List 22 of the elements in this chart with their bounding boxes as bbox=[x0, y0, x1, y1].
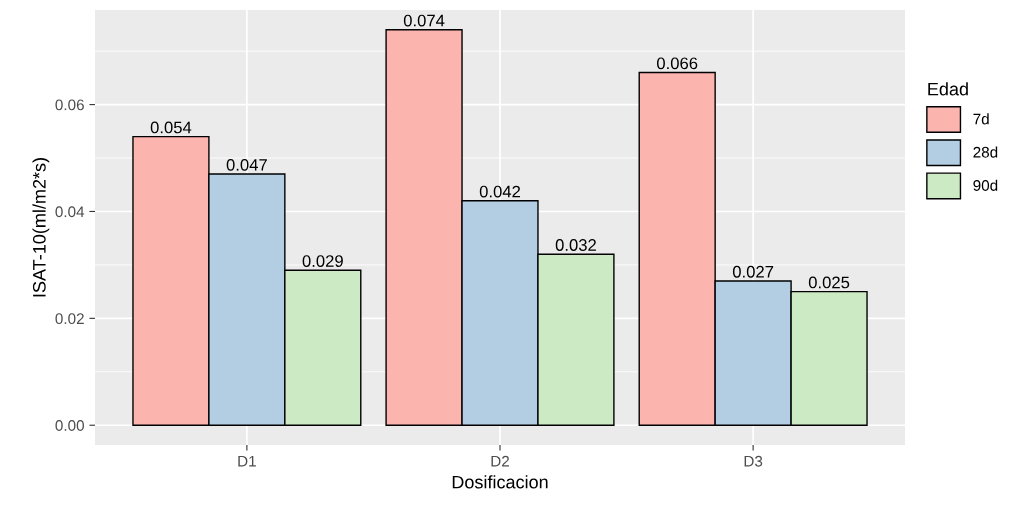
x-axis-title: Dosificacion bbox=[452, 475, 548, 489]
y-tick-label: 0.04 bbox=[55, 206, 85, 218]
x-tick-label: D1 bbox=[238, 455, 256, 467]
x-tick-label: D3 bbox=[744, 455, 763, 467]
data-label: 0.066 bbox=[656, 57, 698, 70]
data-label: 0.027 bbox=[732, 265, 774, 278]
legend-label: 28d bbox=[973, 146, 998, 158]
y-tick-label: 0.02 bbox=[55, 313, 84, 325]
legend-title: Edad bbox=[928, 82, 968, 96]
data-label: 0.054 bbox=[150, 121, 192, 134]
y-axis-title: ISAT-10(ml/m2*s) bbox=[32, 158, 50, 297]
x-tick-label: D2 bbox=[491, 455, 509, 467]
data-label: 0.047 bbox=[226, 158, 267, 171]
data-label: 0.029 bbox=[302, 255, 343, 267]
data-label: 0.074 bbox=[403, 14, 445, 27]
y-tick-label: 0.00 bbox=[55, 420, 84, 431]
data-label: 0.032 bbox=[555, 239, 596, 251]
legend-label: 7d bbox=[973, 113, 989, 125]
data-label: 0.025 bbox=[808, 276, 850, 289]
data-label: 0.042 bbox=[479, 185, 521, 198]
y-tick-label: 0.06 bbox=[55, 99, 84, 111]
legend-label: 90d bbox=[973, 179, 998, 191]
